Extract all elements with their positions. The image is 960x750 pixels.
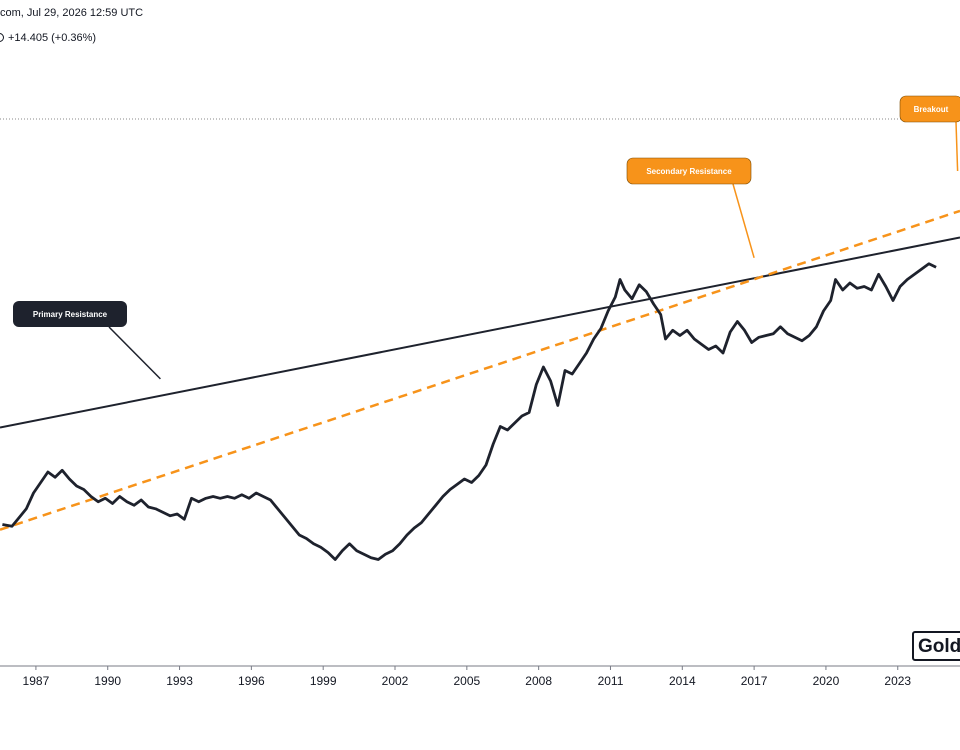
callout-box bbox=[13, 301, 127, 327]
x-axis: 1987 1990 1993 1996 1999 2002 2005 2008 2011 2014… bbox=[23, 666, 911, 688]
callout-box bbox=[626, 157, 752, 185]
x-tick-label: 2005 bbox=[453, 674, 480, 688]
callout-label: Breakout bbox=[914, 105, 949, 114]
callout-secondary-resistance[interactable]: Secondary Resistance bbox=[626, 157, 755, 259]
x-tick-label: 2014 bbox=[669, 674, 696, 688]
x-tick-label: 2008 bbox=[525, 674, 552, 688]
callout-primary-resistance[interactable]: Primary Resistance bbox=[13, 301, 161, 380]
x-tick-label: 2023 bbox=[884, 674, 911, 688]
callout-pointer bbox=[108, 326, 161, 380]
trendlines bbox=[0, 209, 960, 531]
x-tick-label: 1993 bbox=[166, 674, 193, 688]
x-tick-label: 2017 bbox=[741, 674, 768, 688]
price-change-value: +14.405 (+0.36%) bbox=[8, 32, 97, 44]
callout-label: Primary Resistance bbox=[33, 310, 108, 319]
x-tick-label: 1999 bbox=[310, 674, 337, 688]
callout-pointer bbox=[732, 183, 755, 259]
primary-resistance-line bbox=[0, 236, 960, 429]
chart-header-source: com, Jul 29, 2026 12:59 UTC bbox=[0, 7, 144, 19]
x-tick-label: 2002 bbox=[382, 674, 409, 688]
x-tick-label: 1996 bbox=[238, 674, 265, 688]
callout-breakout[interactable]: Breakout bbox=[899, 95, 960, 172]
price-line bbox=[2, 262, 937, 561]
chart-header-change: +14.405 (+0.36%) bbox=[0, 32, 96, 44]
price-series bbox=[2, 262, 937, 561]
callout-label: Secondary Resistance bbox=[646, 167, 732, 176]
x-tick-label: 2020 bbox=[813, 674, 840, 688]
logo-text: Gold bbox=[918, 636, 960, 657]
callout-box bbox=[899, 95, 960, 123]
callout-pointer bbox=[955, 121, 959, 172]
x-tick-label: 1990 bbox=[94, 674, 121, 688]
secondary-resistance-line bbox=[0, 209, 960, 531]
x-tick-label: 2011 bbox=[598, 674, 624, 688]
x-tick-label: 1987 bbox=[23, 674, 50, 688]
brand-logo-icon: Gold bbox=[912, 631, 960, 661]
callouts: Primary Resistance Secondary Resistance Br… bbox=[13, 95, 960, 380]
